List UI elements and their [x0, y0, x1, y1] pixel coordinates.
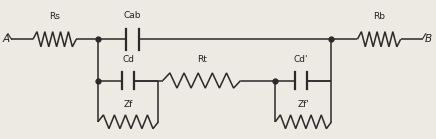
- Text: Rs: Rs: [49, 12, 60, 21]
- Text: Zf: Zf: [123, 100, 133, 109]
- Text: B: B: [425, 34, 432, 44]
- Text: Cd': Cd': [294, 55, 308, 64]
- Text: Rt: Rt: [197, 55, 207, 64]
- Text: Zf': Zf': [297, 100, 309, 109]
- Text: A: A: [2, 34, 9, 44]
- Text: Cd: Cd: [122, 55, 134, 64]
- Text: Cab: Cab: [124, 11, 141, 20]
- Text: Rb: Rb: [373, 12, 385, 21]
